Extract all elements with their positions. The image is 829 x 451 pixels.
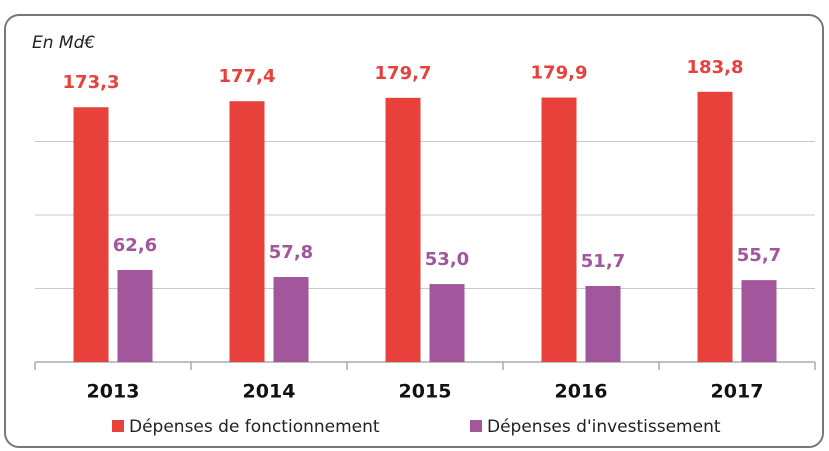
value-label: 51,7 (581, 251, 625, 272)
legend-label: Dépenses de fonctionnement (129, 417, 380, 437)
value-label: 57,8 (269, 242, 313, 263)
x-tick-label: 2014 (243, 381, 296, 403)
bar (541, 97, 577, 362)
bar (429, 284, 465, 362)
bar (741, 280, 777, 362)
bar (273, 277, 309, 362)
x-tick-label: 2016 (555, 381, 608, 403)
value-label: 179,9 (531, 63, 588, 84)
bar (385, 97, 421, 362)
bar (73, 107, 109, 363)
value-label: 177,4 (219, 66, 276, 87)
bar (585, 286, 621, 362)
value-label: 179,7 (375, 63, 432, 84)
legend-label: Dépenses d'investissement (487, 417, 721, 437)
x-tick-label: 2017 (711, 381, 764, 403)
legend-swatch (112, 420, 124, 432)
legend-swatch (470, 420, 482, 432)
value-label: 173,3 (63, 72, 120, 93)
bar (229, 101, 265, 363)
bar (117, 269, 153, 362)
value-label: 183,8 (687, 57, 744, 78)
bar (697, 91, 733, 363)
x-tick-label: 2015 (399, 381, 452, 403)
value-label: 55,7 (737, 245, 781, 266)
unit-note: En Md€ (32, 33, 95, 53)
value-label: 62,6 (113, 235, 157, 256)
x-tick-label: 2013 (87, 381, 140, 403)
value-label: 53,0 (425, 249, 469, 270)
